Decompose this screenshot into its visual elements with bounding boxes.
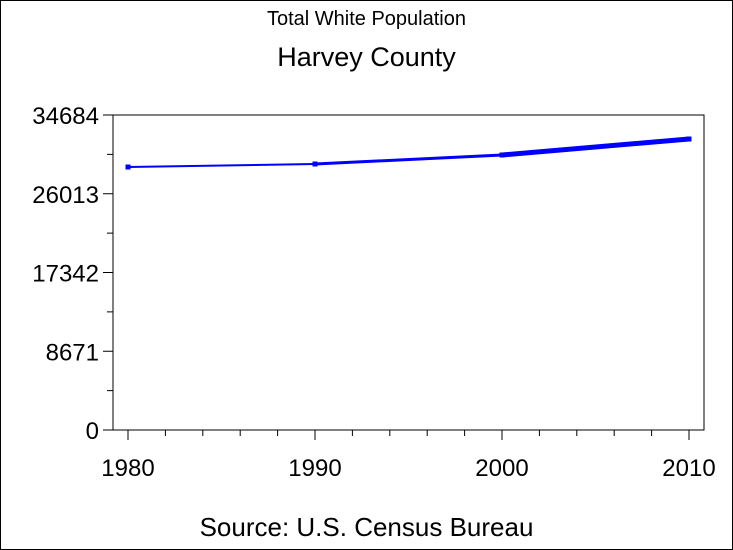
chart-subtitle: Harvey County bbox=[277, 42, 456, 72]
series-line-segment bbox=[127, 162, 316, 169]
y-tick-label: 0 bbox=[86, 418, 99, 445]
data-point bbox=[125, 164, 131, 170]
y-tick-label: 26013 bbox=[32, 182, 99, 209]
x-tick-label: 1980 bbox=[101, 455, 154, 482]
data-point bbox=[686, 136, 692, 142]
series-line-segment bbox=[499, 136, 692, 158]
data-point bbox=[312, 161, 318, 167]
x-tick-label: 2010 bbox=[662, 455, 715, 482]
x-tick-label: 1990 bbox=[288, 455, 341, 482]
chart-footnote: Source: U.S. Census Bureau bbox=[199, 512, 534, 542]
data-point bbox=[499, 152, 505, 158]
plot-area bbox=[112, 114, 705, 431]
chart-title: Total White Population bbox=[266, 8, 466, 30]
y-tick-label: 34684 bbox=[32, 103, 99, 130]
y-tick-label: 17342 bbox=[32, 261, 99, 288]
y-tick-label: 8671 bbox=[46, 339, 99, 366]
x-tick-label: 2000 bbox=[475, 455, 528, 482]
series-line-segment bbox=[313, 153, 504, 166]
